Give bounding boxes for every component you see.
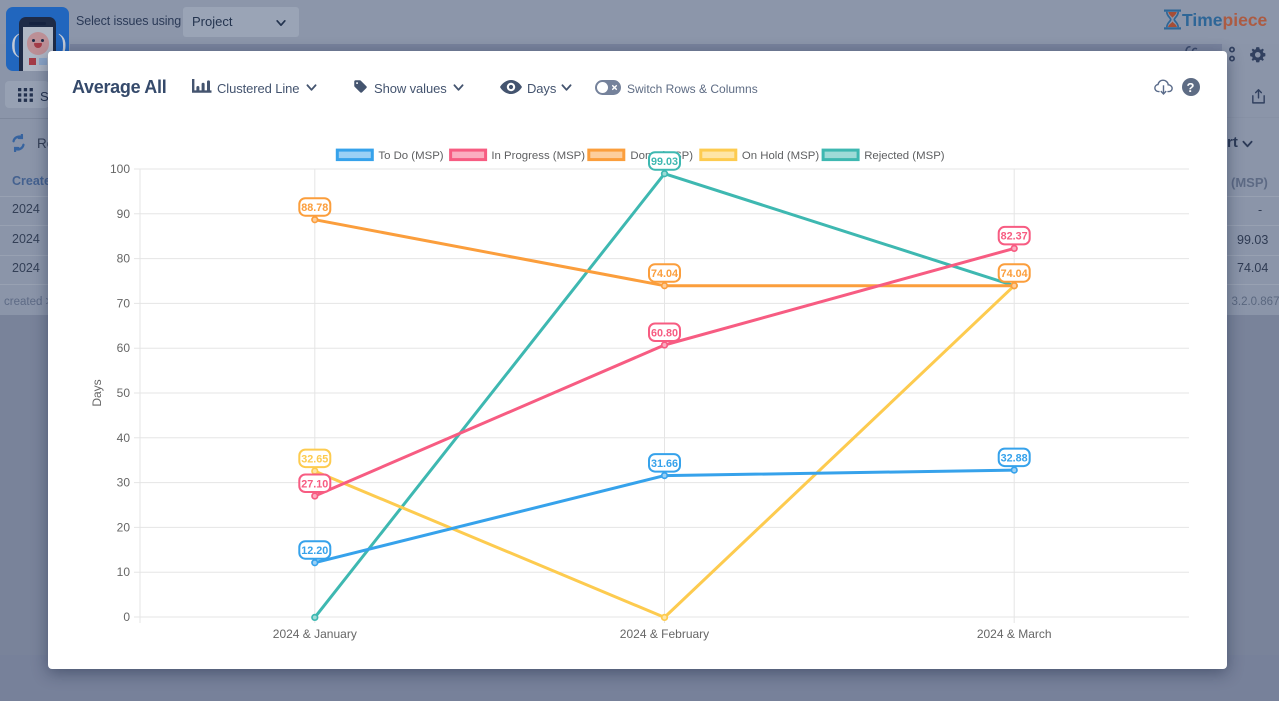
svg-text:74.04: 74.04 xyxy=(651,268,678,280)
svg-text:30: 30 xyxy=(117,476,131,490)
svg-text:27.10: 27.10 xyxy=(301,478,328,490)
svg-text:2024 & February: 2024 & February xyxy=(620,627,709,641)
svg-text:99.03: 99.03 xyxy=(651,156,678,168)
svg-text:32.88: 32.88 xyxy=(1001,452,1028,464)
svg-text:31.66: 31.66 xyxy=(651,458,678,470)
svg-text:On Hold (MSP): On Hold (MSP) xyxy=(742,150,819,162)
svg-text:90: 90 xyxy=(117,207,131,221)
svg-text:82.37: 82.37 xyxy=(1001,231,1028,243)
svg-text:74.04: 74.04 xyxy=(1001,268,1028,280)
svg-text:88.78: 88.78 xyxy=(301,202,328,214)
svg-text:50: 50 xyxy=(117,386,131,400)
svg-text:32.65: 32.65 xyxy=(301,453,328,465)
svg-text:40: 40 xyxy=(117,431,131,445)
svg-text:12.20: 12.20 xyxy=(301,545,328,557)
svg-text:2024 & January: 2024 & January xyxy=(273,627,357,641)
svg-text:80: 80 xyxy=(117,252,131,266)
svg-text:0: 0 xyxy=(123,610,130,624)
svg-text:60: 60 xyxy=(117,341,131,355)
svg-text:20: 20 xyxy=(117,520,131,534)
svg-text:70: 70 xyxy=(117,296,131,310)
svg-text:60.80: 60.80 xyxy=(651,327,678,339)
svg-text:To Do (MSP): To Do (MSP) xyxy=(378,150,443,162)
svg-text:Rejected (MSP): Rejected (MSP) xyxy=(864,150,945,162)
svg-text:In Progress (MSP): In Progress (MSP) xyxy=(491,150,585,162)
svg-text:Days: Days xyxy=(90,379,104,406)
svg-text:2024 & March: 2024 & March xyxy=(977,627,1052,641)
svg-text:10: 10 xyxy=(117,565,131,579)
svg-text:100: 100 xyxy=(110,162,130,176)
